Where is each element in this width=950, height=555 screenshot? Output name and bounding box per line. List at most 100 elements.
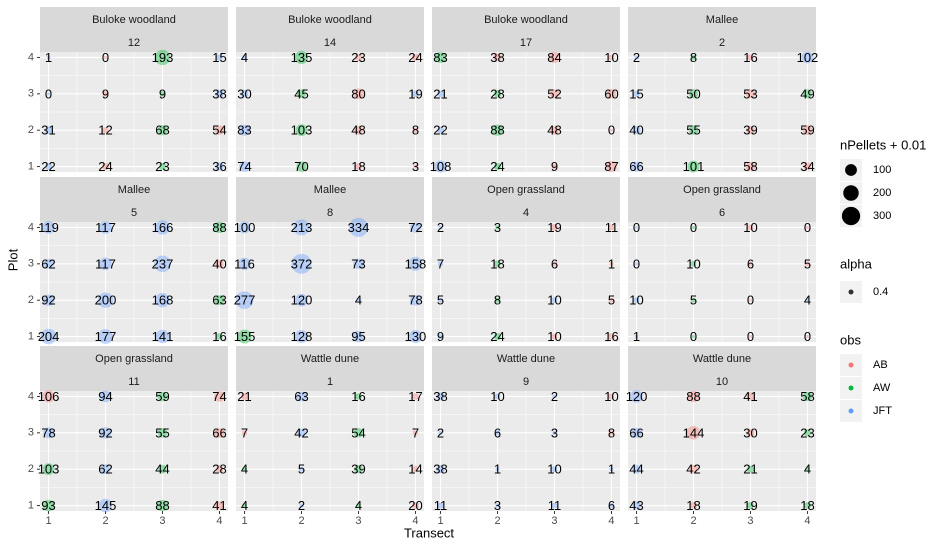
point-label: 9 bbox=[102, 86, 109, 101]
point-label: 17 bbox=[408, 389, 422, 404]
point-label: 80 bbox=[351, 86, 365, 101]
point bbox=[549, 125, 560, 135]
point bbox=[42, 463, 55, 476]
point bbox=[355, 163, 362, 170]
point bbox=[216, 333, 223, 340]
point bbox=[214, 391, 225, 402]
point bbox=[434, 160, 447, 173]
point-label: 0 bbox=[102, 50, 109, 65]
point bbox=[690, 502, 697, 509]
point-label: 3 bbox=[412, 159, 419, 174]
point-label: 0 bbox=[633, 220, 640, 235]
point-label: 42 bbox=[294, 425, 308, 440]
point bbox=[241, 430, 248, 436]
point-label: 88 bbox=[212, 220, 226, 235]
point-label: 66 bbox=[212, 425, 226, 440]
point bbox=[549, 89, 560, 99]
point-label: 128 bbox=[291, 329, 313, 344]
point bbox=[803, 162, 812, 171]
point bbox=[437, 90, 445, 98]
point bbox=[691, 297, 697, 303]
point bbox=[633, 90, 640, 98]
point-label: 9 bbox=[159, 86, 166, 101]
strip bbox=[236, 177, 424, 222]
point bbox=[154, 49, 171, 66]
point bbox=[99, 427, 112, 439]
point-label: 372 bbox=[291, 256, 313, 271]
point-label: 177 bbox=[95, 329, 117, 344]
point-label: 74 bbox=[237, 159, 251, 174]
point bbox=[408, 256, 423, 271]
point-label: 93 bbox=[41, 498, 55, 513]
strip-label: 8 bbox=[327, 207, 333, 219]
point bbox=[747, 224, 754, 231]
strip-label: Mallee bbox=[706, 14, 738, 26]
point bbox=[802, 89, 813, 99]
point-label: 7 bbox=[412, 425, 419, 440]
point bbox=[687, 390, 700, 403]
point-label: 9 bbox=[437, 329, 444, 344]
point-label: 44 bbox=[155, 462, 169, 477]
legend-title: nPellets + 0.01 bbox=[840, 137, 926, 152]
point bbox=[436, 392, 445, 401]
point bbox=[748, 335, 752, 339]
strip-label: 9 bbox=[523, 376, 529, 388]
point-label: 28 bbox=[212, 462, 226, 477]
x-tick-label: 3 bbox=[747, 515, 753, 527]
point-label: 73 bbox=[351, 256, 365, 271]
x-tick-label: 4 bbox=[412, 515, 418, 527]
point bbox=[609, 128, 613, 132]
point-label: 54 bbox=[351, 425, 365, 440]
point-label: 21 bbox=[743, 462, 757, 477]
point bbox=[805, 225, 809, 229]
point bbox=[40, 328, 57, 345]
point-label: 10 bbox=[604, 389, 618, 404]
strip-label: Wattle dune bbox=[301, 353, 359, 365]
point bbox=[100, 464, 111, 475]
point bbox=[215, 89, 224, 99]
point-label: 116 bbox=[234, 256, 255, 271]
point-label: 5 bbox=[437, 293, 444, 308]
y-tick-label: 2 bbox=[28, 124, 34, 136]
point bbox=[747, 54, 754, 61]
point-label: 1 bbox=[633, 329, 640, 344]
point bbox=[608, 224, 615, 231]
point-label: 19 bbox=[547, 220, 561, 235]
point-label: 1 bbox=[45, 50, 52, 65]
point bbox=[687, 160, 700, 173]
y-tick-label: 4 bbox=[28, 390, 34, 402]
legend-size-key bbox=[843, 185, 859, 201]
y-tick-label: 2 bbox=[28, 294, 34, 306]
point bbox=[494, 260, 501, 268]
point bbox=[213, 221, 226, 234]
point bbox=[296, 161, 307, 172]
point-label: 0 bbox=[804, 220, 811, 235]
point-label: 16 bbox=[351, 389, 365, 404]
point bbox=[495, 225, 500, 230]
point bbox=[98, 329, 113, 344]
point bbox=[297, 89, 306, 99]
point-label: 20 bbox=[408, 498, 422, 513]
strip-label: Buloke woodland bbox=[288, 14, 372, 26]
point bbox=[632, 125, 641, 135]
point bbox=[632, 501, 641, 510]
point-label: 11 bbox=[434, 498, 448, 513]
point-label: 166 bbox=[152, 220, 174, 235]
point bbox=[42, 390, 55, 403]
legend-color-key bbox=[848, 408, 854, 414]
point-label: 18 bbox=[686, 498, 700, 513]
point bbox=[438, 430, 443, 435]
point-label: 38 bbox=[433, 389, 447, 404]
strip-label: Open grassland bbox=[95, 353, 173, 365]
point bbox=[552, 394, 557, 399]
point-label: 2 bbox=[551, 389, 558, 404]
point-label: 63 bbox=[212, 293, 226, 308]
point bbox=[606, 88, 617, 99]
point-label: 10 bbox=[604, 50, 618, 65]
point-label: 1 bbox=[608, 462, 615, 477]
strip-label: 10 bbox=[716, 376, 728, 388]
point bbox=[551, 466, 558, 473]
point-label: 2 bbox=[633, 50, 640, 65]
point bbox=[803, 429, 812, 437]
strip bbox=[236, 7, 424, 52]
